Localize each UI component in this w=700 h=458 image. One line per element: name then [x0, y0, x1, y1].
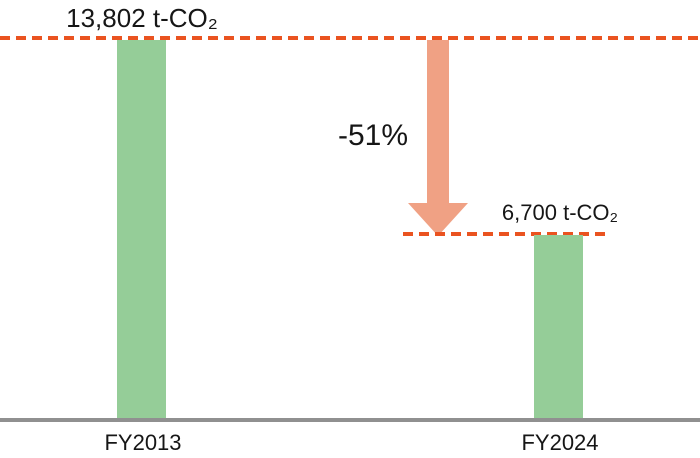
fy2013-axis-label: FY2013 [104, 430, 182, 455]
fy2013-value-label: 13,802 t-CO₂ [66, 3, 218, 33]
fy2024-level-dashed-guide-line [403, 232, 606, 236]
baseline-dashed-guide-line [0, 36, 700, 40]
reduction-percentage-label: -51% [337, 119, 408, 152]
reduction-arrow-shaft [427, 40, 449, 204]
x-axis-line [0, 418, 700, 422]
reduction-arrow-head [408, 203, 468, 236]
fy2013-bar [117, 40, 166, 418]
fy2024-value-label: 6,700 t-CO₂ [501, 200, 619, 225]
fy2024-bar [534, 235, 583, 418]
fy2024-axis-label: FY2024 [521, 430, 599, 455]
